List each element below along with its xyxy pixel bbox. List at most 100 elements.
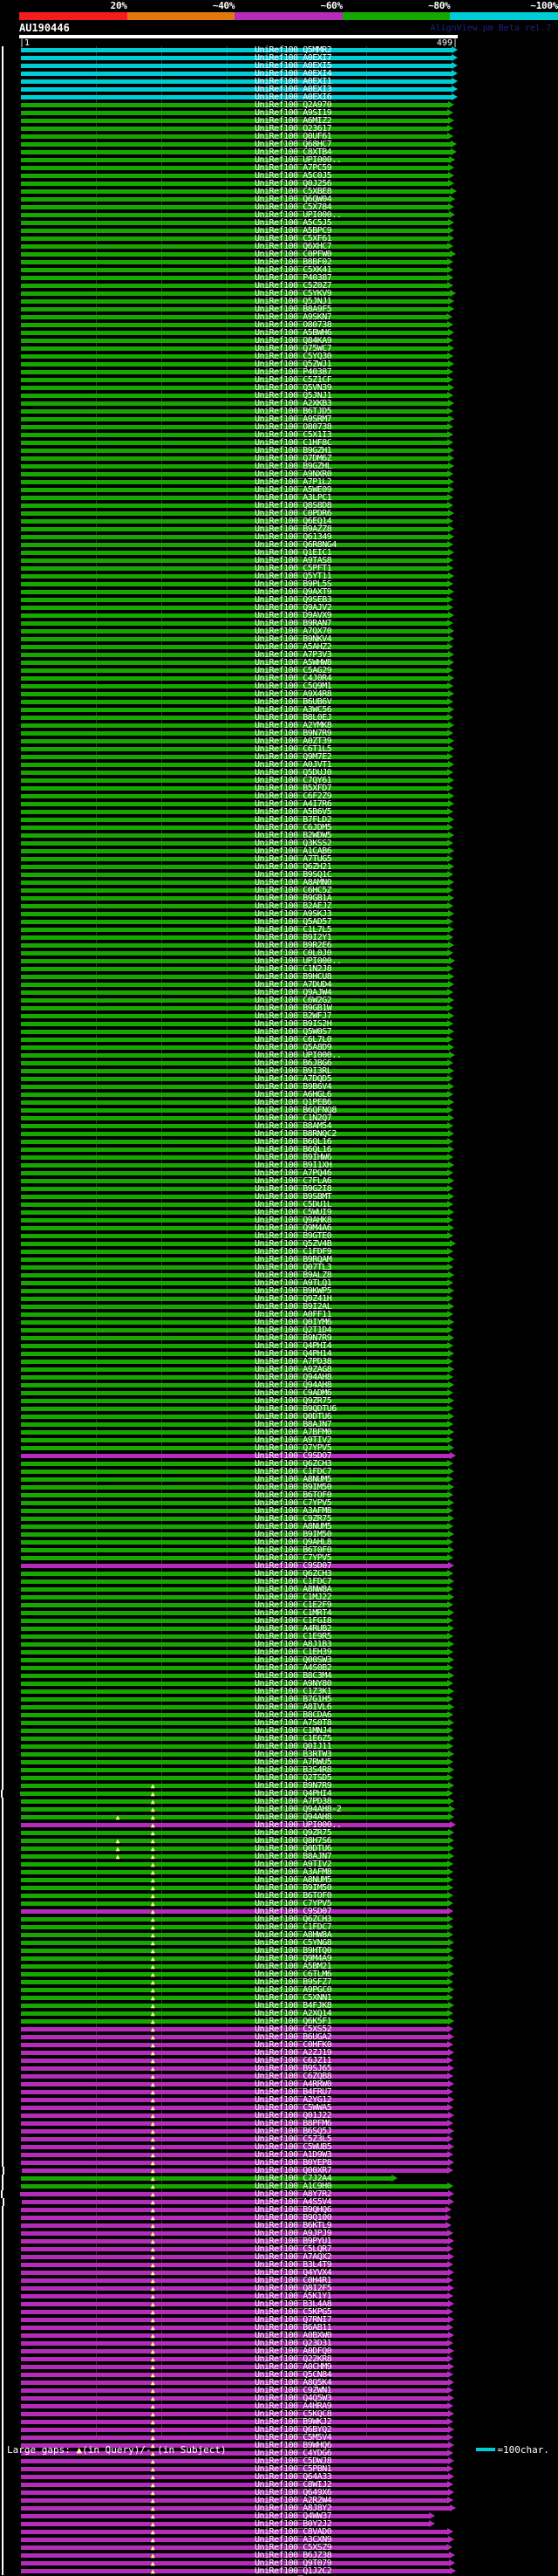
hit-accession-label[interactable]: UniRef100_C4YDG6 [255, 2449, 332, 2458]
alignment-row[interactable]: UniRef100_A9SRM7 [0, 414, 558, 424]
alignment-row[interactable]: UniRef100_C5KPG5 [0, 2307, 558, 2317]
hsp-bar[interactable] [21, 1996, 447, 2000]
alignment-row[interactable]: UniRef100_UPI000.. [0, 1051, 558, 1060]
alignment-row[interactable]: UniRef100_Q5A8D9 [0, 1043, 558, 1052]
alignment-row[interactable]: UniRef100_Q5CN84 [0, 2370, 558, 2380]
alignment-row[interactable]: UniRef100_A2ZJ19 [0, 2048, 558, 2058]
hsp-bar[interactable] [21, 2137, 447, 2141]
hsp-bar[interactable] [21, 480, 448, 484]
hsp-bar[interactable] [21, 1721, 448, 1725]
hit-accession-label[interactable]: UniRef100_C7YPV5 [255, 1498, 332, 1508]
hit-accession-label[interactable]: UniRef100_B9PL5S [255, 579, 332, 589]
hit-accession-label[interactable]: UniRef100_Q22KR8 [255, 2354, 332, 2364]
alignment-row[interactable]: UniRef100_A1C9H0 [0, 2182, 558, 2191]
hit-accession-label[interactable]: UniRef100_UPI000.. [255, 210, 342, 220]
alignment-row[interactable]: UniRef100_B4FJK8 [0, 2001, 558, 2011]
hsp-bar[interactable] [21, 354, 447, 359]
alignment-row[interactable]: UniRef100_A7PQ46 [0, 1168, 558, 1178]
hsp-bar[interactable] [21, 299, 448, 304]
alignment-row[interactable]: UniRef100_A4RUB2 [0, 1624, 558, 1634]
alignment-row[interactable]: UniRef100_A7PD38 [0, 1797, 558, 1806]
hsp-bar[interactable] [21, 1972, 448, 1977]
hit-accession-label[interactable]: UniRef100_Q9AJV2 [255, 603, 332, 613]
alignment-row[interactable]: UniRef100_Q94AH8 [0, 1812, 558, 1822]
hsp-bar[interactable] [21, 1579, 448, 1584]
hsp-bar[interactable] [21, 56, 452, 60]
alignment-row[interactable]: UniRef100_A7DQD5 [0, 1074, 558, 1084]
hit-accession-label[interactable]: UniRef100_C7QY61 [255, 776, 332, 785]
hsp-bar[interactable] [21, 2561, 449, 2566]
hit-accession-label[interactable]: UniRef100_UPI000.. [255, 956, 342, 966]
hsp-bar[interactable] [21, 1077, 447, 1081]
hit-accession-label[interactable]: UniRef100_Q5VN39 [255, 383, 332, 393]
hsp-bar[interactable] [21, 990, 447, 995]
alignment-row[interactable]: UniRef100_B9GB1A [0, 894, 558, 903]
hsp-bar[interactable] [21, 1069, 448, 1073]
hit-accession-label[interactable]: UniRef100_B4FRU7 [255, 2087, 332, 2097]
hsp-bar[interactable] [21, 794, 448, 798]
hsp-bar[interactable] [21, 747, 448, 751]
hit-accession-label[interactable]: UniRef100_Q7RNI7 [255, 2315, 332, 2325]
alignment-row[interactable]: UniRef100_UPI000.. [0, 1820, 558, 1830]
alignment-row[interactable]: UniRef100_C1FDC7 [0, 1577, 558, 1586]
alignment-row[interactable]: UniRef100_Q7RNI7 [0, 2315, 558, 2325]
alignment-row[interactable]: UniRef100_Q9AXT9 [0, 587, 558, 597]
hsp-bar[interactable] [21, 1093, 447, 1097]
hsp-bar[interactable] [21, 2498, 447, 2503]
hsp-bar[interactable] [21, 1776, 447, 1780]
hsp-bar[interactable] [21, 244, 447, 249]
hit-accession-label[interactable]: UniRef100_A7PD38 [255, 1357, 332, 1367]
alignment-row[interactable]: UniRef100_B6TOF0 [0, 1490, 558, 1500]
hsp-bar[interactable] [21, 574, 448, 579]
alignment-row[interactable]: UniRef100_A9TIV2 [0, 1435, 558, 1445]
alignment-row[interactable]: UniRef100_A7P3V3 [0, 650, 558, 660]
hsp-bar[interactable] [21, 2098, 448, 2102]
hit-accession-label[interactable]: UniRef100_O80738 [255, 320, 332, 330]
hsp-bar[interactable] [21, 2333, 448, 2338]
hit-accession-label[interactable]: UniRef100_C7FLA6 [255, 1176, 332, 1186]
hsp-bar[interactable] [21, 880, 448, 885]
alignment-row[interactable]: UniRef100_B9PYU1 [0, 2237, 558, 2246]
hit-accession-label[interactable]: UniRef100_C1N2Q7 [255, 1113, 332, 1123]
hit-accession-label[interactable]: UniRef100_A1D9W3 [255, 2150, 332, 2160]
alignment-row[interactable]: UniRef100_Q9M7E2 [0, 752, 558, 762]
hit-accession-label[interactable]: UniRef100_B9I2AL [255, 1302, 332, 1312]
alignment-row[interactable]: UniRef100_B3L4A8 [0, 2299, 558, 2309]
hit-accession-label[interactable]: UniRef100_B6KTL9 [255, 2221, 332, 2230]
alignment-row[interactable]: UniRef100_A5C0J5 [0, 171, 558, 181]
hit-accession-label[interactable]: UniRef100_A0BXW0 [255, 2331, 332, 2340]
hit-accession-label[interactable]: UniRef100_A8NUM5 [255, 1475, 332, 1484]
alignment-row[interactable]: UniRef100_B8CDA6 [0, 1710, 558, 1720]
alignment-row[interactable]: UniRef100_Q7DM6Z [0, 454, 558, 463]
hit-accession-label[interactable]: UniRef100_A5BWH6 [255, 328, 332, 338]
alignment-row[interactable]: UniRef100_C1MRT4 [0, 1608, 558, 1618]
hsp-bar[interactable] [21, 1163, 448, 1168]
hit-accession-label[interactable]: UniRef100_A5BPC9 [255, 226, 332, 236]
alignment-row[interactable]: UniRef100_B6JBG6 [0, 1058, 558, 1068]
alignment-row[interactable]: UniRef100_B9NKV4 [0, 634, 558, 644]
hit-accession-label[interactable]: UniRef100_Q1EIC1 [255, 548, 332, 558]
alignment-row[interactable]: UniRef100_A8J1B3 [0, 1640, 558, 1649]
hit-accession-label[interactable]: UniRef100_Q6K5F1 [255, 2017, 332, 2026]
hsp-bar[interactable] [21, 2263, 447, 2267]
hit-accession-label[interactable]: UniRef100_A2YG12 [255, 2095, 332, 2105]
hit-accession-label[interactable]: UniRef100_A8Q5K4 [255, 2378, 332, 2388]
alignment-row[interactable]: UniRef100_Q94AH8 [0, 1373, 558, 1382]
hsp-bar[interactable] [21, 2011, 447, 2016]
hsp-bar[interactable] [21, 621, 447, 626]
alignment-row[interactable]: UniRef100_B9GTE0 [0, 1231, 558, 1241]
alignment-row[interactable]: UniRef100_C7YPV5 [0, 1899, 558, 1908]
alignment-row[interactable]: UniRef100_A5WE09 [0, 485, 558, 495]
alignment-row[interactable]: UniRef100_C6F2Z9 [0, 791, 558, 801]
hit-accession-label[interactable]: UniRef100_B9IM50 [255, 1883, 332, 1893]
hit-accession-label[interactable]: UniRef100_Q9AJW4 [255, 988, 332, 997]
hsp-bar[interactable] [21, 676, 448, 681]
hit-accession-label[interactable]: UniRef100_A4RUB2 [255, 1624, 332, 1634]
hsp-bar[interactable] [21, 182, 448, 186]
alignment-row[interactable]: UniRef100_B9IM50 [0, 1530, 558, 1539]
hit-accession-label[interactable]: UniRef100_C5Z3L5 [255, 2134, 332, 2144]
hsp-bar[interactable] [21, 998, 448, 1003]
hsp-bar[interactable] [21, 1399, 448, 1403]
hsp-bar[interactable] [21, 1548, 448, 1552]
hit-accession-label[interactable]: UniRef100_A5C0J5 [255, 171, 332, 181]
